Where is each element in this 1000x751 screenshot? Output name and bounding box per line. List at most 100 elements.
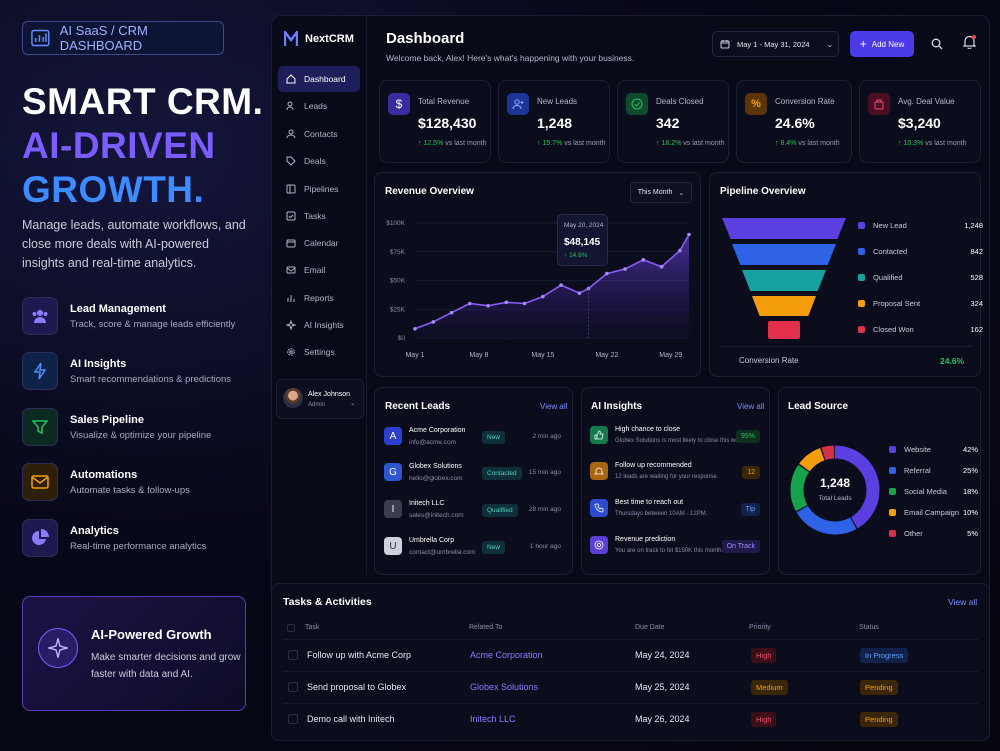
- ai-card-title: AI-Powered Growth: [91, 627, 212, 642]
- revenue-filter-select[interactable]: This Month ⌄: [630, 182, 692, 203]
- sidebar-item-contacts[interactable]: Contacts: [278, 121, 360, 147]
- briefcase-icon: [868, 93, 890, 115]
- stat-change-value: 8.4%: [780, 140, 797, 147]
- source-pct: 42%: [962, 445, 978, 454]
- lead-time: 1 hour ago: [529, 543, 561, 550]
- pipeline-stage-name: Proposal Sent: [873, 299, 921, 308]
- column-header[interactable]: Task: [305, 624, 320, 631]
- lead-source-panel: [778, 387, 981, 575]
- feature-title: Lead Management: [70, 302, 166, 315]
- sidebar-item-label: Dashboard: [304, 74, 346, 84]
- sidebar-item-reports[interactable]: Reports: [278, 285, 360, 311]
- tasks-view-all[interactable]: View all: [948, 597, 978, 607]
- insight-tag: 95%: [735, 430, 760, 443]
- lead-row[interactable]: I Initech LLC sales@initech.com Qualifie…: [384, 498, 564, 528]
- user-name: Alex Johnson: [308, 391, 351, 398]
- bell-icon[interactable]: [962, 35, 977, 54]
- lead-row[interactable]: U Umbrella Corp contact@umbrella.com New…: [384, 535, 564, 565]
- user-profile[interactable]: Alex Johnson Admin ⌄: [276, 379, 364, 419]
- add-new-button[interactable]: + Add New: [850, 31, 914, 57]
- insight-row[interactable]: Best time to reach out Thursdays between…: [590, 498, 762, 528]
- select-all-checkbox[interactable]: [287, 624, 295, 632]
- task-due-date: May 25, 2024: [635, 682, 690, 692]
- task-checkbox[interactable]: [288, 682, 298, 692]
- lead-source-donut: [790, 445, 880, 535]
- sidebar-item-label: Pipelines: [304, 184, 339, 194]
- phone-icon: [590, 499, 608, 517]
- y-tick-label: $100K: [386, 220, 405, 227]
- task-related-link[interactable]: Initech LLC: [470, 714, 516, 724]
- task-related-link[interactable]: Acme Corporation: [470, 650, 543, 660]
- column-header[interactable]: Due Date: [635, 624, 665, 631]
- data-point: [605, 271, 609, 276]
- task-checkbox[interactable]: [288, 650, 298, 660]
- source-pct: 25%: [962, 466, 978, 475]
- pipeline-legend-qualified: Qualified 528: [858, 273, 983, 282]
- stat-change: ↑ 15.7% vs last month: [537, 140, 606, 147]
- tooltip-change-value: 14.6%: [569, 252, 588, 259]
- data-point: [449, 310, 454, 315]
- table-row[interactable]: Follow up with Acme Corp Acme Corporatio…: [283, 639, 979, 671]
- column-header[interactable]: Related To: [469, 624, 503, 631]
- sidebar-item-dashboard[interactable]: Dashboard: [278, 66, 360, 92]
- stat-change: ↑ 10.3% vs last month: [898, 140, 967, 147]
- lead-row[interactable]: G Globex Solutions hello@globex.com Cont…: [384, 461, 564, 491]
- stat-label: New Leads: [537, 97, 578, 106]
- sidebar-item-deals[interactable]: Deals: [278, 148, 360, 174]
- app-logo[interactable]: NextCRM: [284, 31, 354, 47]
- column-header[interactable]: Priority: [749, 624, 771, 631]
- feature-desc: Real-time performance analytics: [70, 540, 207, 552]
- tooltip-change: ↑ 14.6%: [564, 252, 588, 259]
- sidebar-item-ai-insights[interactable]: AI Insights: [278, 312, 360, 338]
- y-tick-label: $25K: [390, 306, 406, 313]
- source-legend-referral: Referral 25%: [889, 466, 978, 475]
- stat-value: 1,248: [537, 115, 573, 131]
- recent-leads-view-all[interactable]: View all: [540, 402, 568, 411]
- stat-change-value: 10.3%: [903, 140, 924, 147]
- data-point: [559, 283, 563, 287]
- pipeline-stage-name: Contacted: [873, 247, 908, 256]
- insight-title: Best time to reach out: [615, 499, 684, 506]
- company-logo: U: [384, 537, 402, 555]
- task-related-link[interactable]: Globex Solutions: [470, 682, 539, 692]
- status-badge: In Progress: [860, 648, 909, 663]
- table-row[interactable]: Send proposal to Globex Globex Solutions…: [283, 671, 979, 703]
- lead-row[interactable]: A Acme Corporation info@acme.com New 2 m…: [384, 425, 564, 455]
- insight-desc: 12 leads are waiting for your response.: [615, 474, 719, 480]
- stat-change-value: 18.2%: [661, 140, 682, 147]
- stat-label: Deals Closed: [656, 97, 704, 106]
- page-subtitle: Welcome back, Alex! Here's what's happen…: [386, 53, 635, 63]
- arrow-up-icon: ↑: [564, 252, 570, 259]
- arrow-up-icon: ↑: [898, 140, 904, 147]
- insight-row[interactable]: Revenue prediction You are on track to h…: [590, 535, 762, 565]
- task-checkbox[interactable]: [288, 714, 298, 724]
- search-icon[interactable]: [931, 37, 943, 55]
- tooltip-date: May 20, 2024: [564, 222, 604, 229]
- users-icon: [286, 101, 294, 111]
- sidebar-item-leads[interactable]: Leads: [278, 93, 360, 119]
- sidebar-item-email[interactable]: Email: [278, 257, 360, 283]
- table-row[interactable]: Demo call with Initech Initech LLC May 2…: [283, 703, 979, 735]
- lead-tag: Contacted: [482, 467, 522, 480]
- pipeline-stage-name: New Lead: [873, 221, 907, 230]
- y-tick-label: $0: [398, 335, 406, 342]
- stat-change-suffix: vs last month: [683, 140, 725, 147]
- date-range-picker[interactable]: May 1 - May 31, 2024 ⌄: [712, 31, 839, 57]
- source-legend-website: Website 42%: [889, 445, 978, 454]
- sidebar-item-tasks[interactable]: Tasks: [278, 203, 360, 229]
- company-logo: I: [384, 500, 402, 518]
- sidebar-item-pipelines[interactable]: Pipelines: [278, 176, 360, 202]
- sidebar-item-calendar[interactable]: Calendar: [278, 230, 360, 256]
- data-point: [541, 294, 545, 299]
- target-icon: [590, 536, 608, 554]
- data-point: [659, 264, 664, 269]
- sidebar-item-label: Deals: [304, 156, 326, 166]
- recent-leads-panel: [374, 387, 573, 575]
- insight-row[interactable]: Follow up recommended 12 leads are waiti…: [590, 461, 762, 491]
- insight-row[interactable]: High chance to close Globex Solutions is…: [590, 425, 762, 455]
- ai-insights-view-all[interactable]: View all: [737, 402, 765, 411]
- stat-card-new-leads: New Leads 1,248 ↑ 15.7% vs last month: [498, 80, 610, 163]
- hero-line-1: SMART CRM.: [22, 81, 264, 122]
- sidebar-item-settings[interactable]: Settings: [278, 339, 360, 365]
- column-header[interactable]: Status: [859, 624, 879, 631]
